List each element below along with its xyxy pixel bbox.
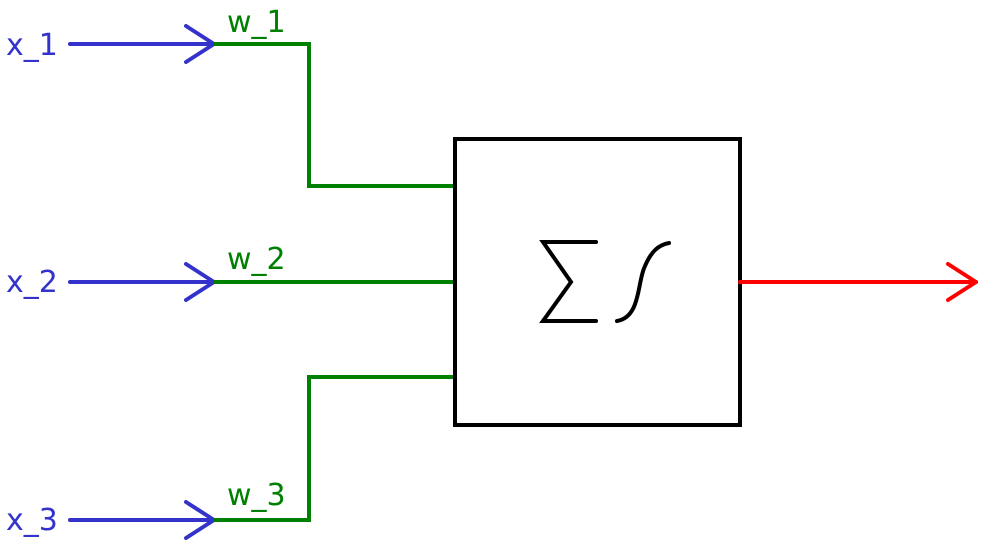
weight-line-1: [214, 42, 455, 188]
weight-3: w_3: [214, 375, 455, 522]
input-label-2: x_2: [6, 265, 58, 300]
input-3: x_3: [6, 500, 216, 540]
weight-label-3: w_3: [227, 478, 286, 513]
sigmoid-icon: [615, 241, 671, 323]
weight-line-3: [214, 375, 455, 522]
weight-label-2: w_2: [227, 242, 286, 277]
output-arrowhead: [946, 262, 978, 302]
summation-icon: [539, 240, 598, 323]
weight-label-1: w_1: [227, 5, 286, 40]
input-label-1: x_1: [6, 28, 58, 63]
weight-1: w_1: [214, 5, 455, 188]
input-2: x_2: [6, 262, 216, 302]
output: [738, 262, 978, 302]
neuron-box: [453, 137, 742, 427]
input-1: x_1: [6, 24, 216, 64]
input-label-3: x_3: [6, 503, 58, 538]
weight-2: w_2: [214, 242, 455, 284]
neuron-node: [453, 137, 742, 427]
